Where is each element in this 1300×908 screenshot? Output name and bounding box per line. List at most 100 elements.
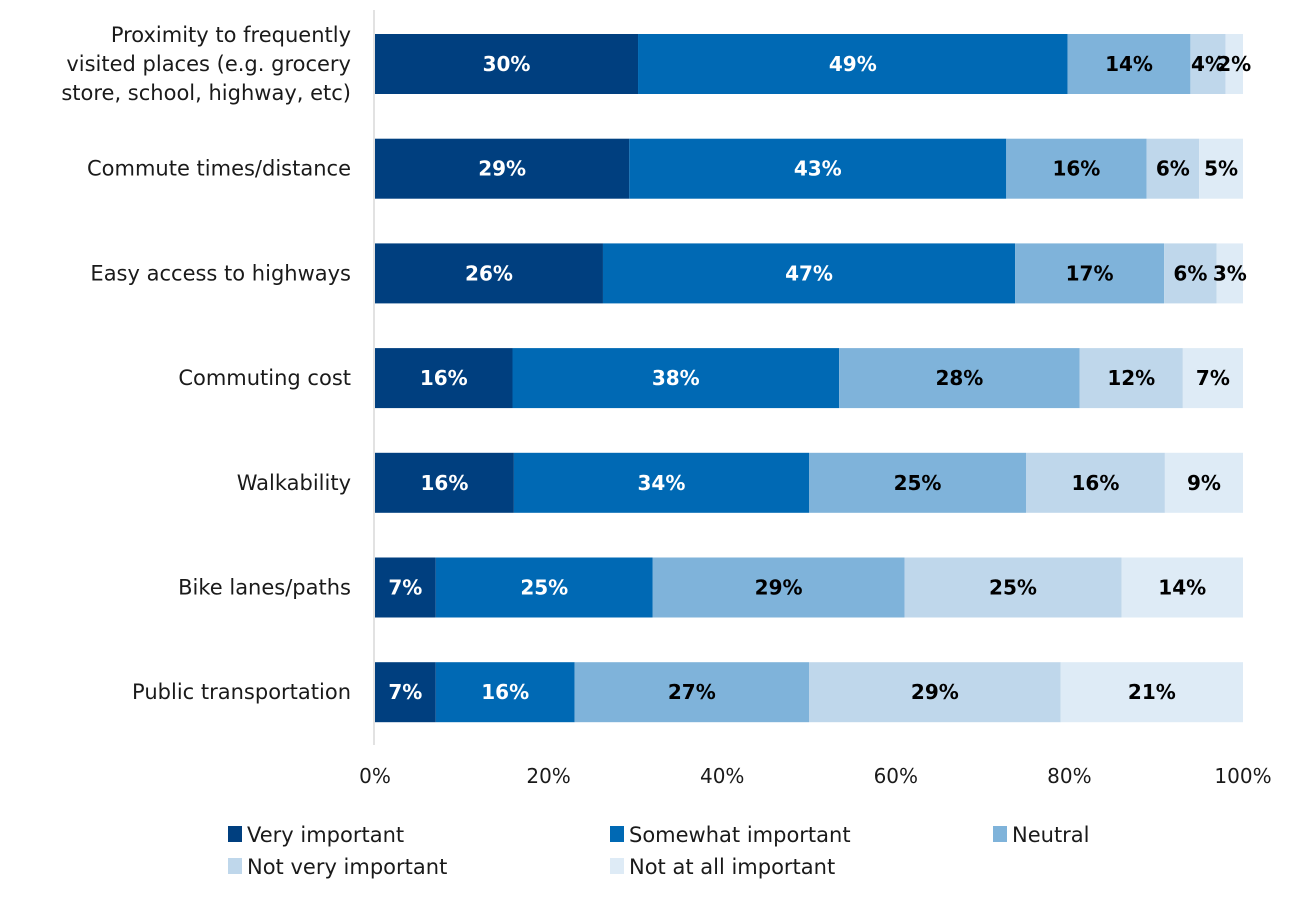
legend: Very important Somewhat important Neutral N… — [228, 823, 1090, 879]
data-label-proximity-to-frequently-visited-places-e-not-at-all-important: 2% — [1217, 52, 1251, 76]
legend-item-not-very-important: Not very important — [228, 855, 447, 879]
bar-bike-lanes-paths-neutral — [652, 557, 905, 618]
bar-bike-lanes-paths-not-at-all-important — [1121, 557, 1243, 618]
data-label-public-transportation-not-at-all-important: 21% — [1128, 680, 1176, 704]
data-label-walkability-not-at-all-important: 9% — [1187, 471, 1221, 495]
bar-bike-lanes-paths-not-very-important — [904, 557, 1122, 618]
bar-public-transportation-very-important — [375, 662, 436, 723]
bar-commute-times-distance-not-at-all-important — [1199, 138, 1243, 199]
legend-item-somewhat-important: Somewhat important — [610, 823, 851, 847]
data-label-commuting-cost-very-important: 16% — [420, 366, 468, 390]
x-tick-label-40: 40% — [700, 764, 744, 788]
category-label-commuting-cost: Commuting cost — [178, 366, 351, 390]
data-label-easy-access-to-highways-neutral: 17% — [1066, 261, 1114, 285]
category-label-bike-lanes-paths: Bike lanes/paths — [178, 576, 351, 600]
bar-public-transportation-neutral — [574, 662, 809, 723]
category-label-easy-access-to-highways: Easy access to highways — [90, 261, 351, 285]
legend-swatch-not-very-important — [228, 858, 242, 874]
bar-easy-access-to-highways-not-very-important — [1164, 243, 1217, 304]
category-label-commute-times-distance: Commute times/distance — [87, 157, 351, 181]
bar-walkability-very-important — [375, 452, 514, 513]
bar-commute-times-distance-somewhat-important — [629, 138, 1007, 199]
legend-label-not-at-all-important: Not at all important — [629, 855, 835, 879]
data-label-proximity-to-frequently-visited-places-e-neutral: 14% — [1105, 52, 1153, 76]
data-label-easy-access-to-highways-not-very-important: 6% — [1173, 261, 1207, 285]
bar-easy-access-to-highways-very-important — [375, 243, 603, 304]
bar-walkability-not-very-important — [1026, 452, 1165, 513]
x-tick-label-100: 100% — [1214, 764, 1271, 788]
bar-commute-times-distance-neutral — [1006, 138, 1147, 199]
data-label-easy-access-to-highways-somewhat-important: 47% — [785, 261, 833, 285]
x-tick-label-60: 60% — [874, 764, 918, 788]
data-label-public-transportation-neutral: 27% — [668, 680, 716, 704]
data-label-commute-times-distance-somewhat-important: 43% — [794, 157, 842, 181]
legend-label-very-important: Very important — [247, 823, 404, 847]
data-label-easy-access-to-highways-very-important: 26% — [465, 261, 513, 285]
legend-swatch-somewhat-important — [610, 826, 624, 842]
legend-item-very-important: Very important — [228, 823, 404, 847]
bar-proximity-to-frequently-visited-places-e-not-at-all-important — [1225, 34, 1243, 94]
data-label-public-transportation-very-important: 7% — [388, 680, 422, 704]
data-label-easy-access-to-highways-not-at-all-important: 3% — [1213, 261, 1247, 285]
bar-proximity-to-frequently-visited-places-e-not-very-important — [1190, 34, 1226, 94]
data-label-commute-times-distance-not-very-important: 6% — [1156, 157, 1190, 181]
bar-easy-access-to-highways-neutral — [1015, 243, 1165, 304]
legend-swatch-neutral — [993, 826, 1007, 842]
bar-public-transportation-not-very-important — [809, 662, 1061, 723]
x-tick-label-0: 0% — [359, 764, 391, 788]
data-label-bike-lanes-paths-somewhat-important: 25% — [520, 576, 568, 600]
legend-swatch-not-at-all-important — [610, 858, 624, 874]
data-label-walkability-not-very-important: 16% — [1072, 471, 1120, 495]
data-label-walkability-somewhat-important: 34% — [638, 471, 686, 495]
bar-proximity-to-frequently-visited-places-e-neutral — [1067, 34, 1191, 94]
data-label-commuting-cost-not-at-all-important: 7% — [1196, 366, 1230, 390]
bar-walkability-neutral — [809, 452, 1026, 513]
bar-commuting-cost-somewhat-important — [512, 348, 840, 409]
data-label-commuting-cost-not-very-important: 12% — [1107, 366, 1155, 390]
category-label-walkability: Walkability — [237, 471, 351, 495]
bar-walkability-somewhat-important — [513, 452, 809, 513]
bar-commute-times-distance-very-important — [375, 138, 630, 199]
bar-walkability-not-at-all-important — [1164, 452, 1243, 513]
data-label-bike-lanes-paths-very-important: 7% — [388, 576, 422, 600]
legend-label-somewhat-important: Somewhat important — [629, 823, 851, 847]
category-labels: Proximity to frequently visited places (e… — [61, 23, 351, 704]
bar-public-transportation-not-at-all-important — [1060, 662, 1243, 723]
category-label-proximity-to-frequently-visited-places-e: Proximity to frequently visited places (e… — [61, 23, 351, 105]
x-axis-ticks: 0% 20% 40% 60% 80% 100% — [359, 764, 1271, 788]
data-label-commuting-cost-somewhat-important: 38% — [652, 366, 700, 390]
data-label-proximity-to-frequently-visited-places-e-somewhat-important: 49% — [829, 52, 877, 76]
data-label-walkability-very-important: 16% — [421, 471, 469, 495]
data-label-commute-times-distance-not-at-all-important: 5% — [1204, 157, 1238, 181]
data-label-bike-lanes-paths-neutral: 29% — [755, 576, 803, 600]
data-label-public-transportation-not-very-important: 29% — [911, 680, 959, 704]
bar-commute-times-distance-not-very-important — [1146, 138, 1200, 199]
data-label-bike-lanes-paths-not-at-all-important: 14% — [1158, 576, 1206, 600]
bar-commuting-cost-neutral — [839, 348, 1080, 409]
data-label-commute-times-distance-neutral: 16% — [1052, 157, 1100, 181]
data-label-proximity-to-frequently-visited-places-e-not-very-important: 4% — [1191, 52, 1225, 76]
legend-item-neutral: Neutral — [993, 823, 1090, 847]
data-label-proximity-to-frequently-visited-places-e-very-important: 30% — [483, 52, 531, 76]
data-label-public-transportation-somewhat-important: 16% — [481, 680, 529, 704]
x-tick-label-20: 20% — [526, 764, 570, 788]
bar-commuting-cost-not-at-all-important — [1182, 348, 1243, 409]
legend-swatch-very-important — [228, 826, 242, 842]
bar-proximity-to-frequently-visited-places-e-somewhat-important — [638, 34, 1068, 94]
legend-item-not-at-all-important: Not at all important — [610, 855, 835, 879]
data-label-bike-lanes-paths-not-very-important: 25% — [989, 576, 1037, 600]
bar-commuting-cost-not-very-important — [1079, 348, 1183, 409]
bar-bike-lanes-paths-very-important — [375, 557, 436, 618]
category-label-public-transportation: Public transportation — [132, 680, 351, 704]
bar-bike-lanes-paths-somewhat-important — [435, 557, 653, 618]
data-label-commute-times-distance-very-important: 29% — [478, 157, 526, 181]
bar-easy-access-to-highways-not-at-all-important — [1216, 243, 1243, 304]
bars-group: 30% 49% 14% 4%2%29% 43% 16% 6% 5%26% 47% 17% 6% 3%1… — [375, 34, 1251, 723]
legend-label-not-very-important: Not very important — [247, 855, 447, 879]
x-tick-label-80: 80% — [1047, 764, 1091, 788]
data-label-walkability-neutral: 25% — [894, 471, 942, 495]
bar-easy-access-to-highways-somewhat-important — [602, 243, 1016, 304]
data-label-commuting-cost-neutral: 28% — [935, 366, 983, 390]
bar-proximity-to-frequently-visited-places-e-very-important — [375, 34, 639, 94]
